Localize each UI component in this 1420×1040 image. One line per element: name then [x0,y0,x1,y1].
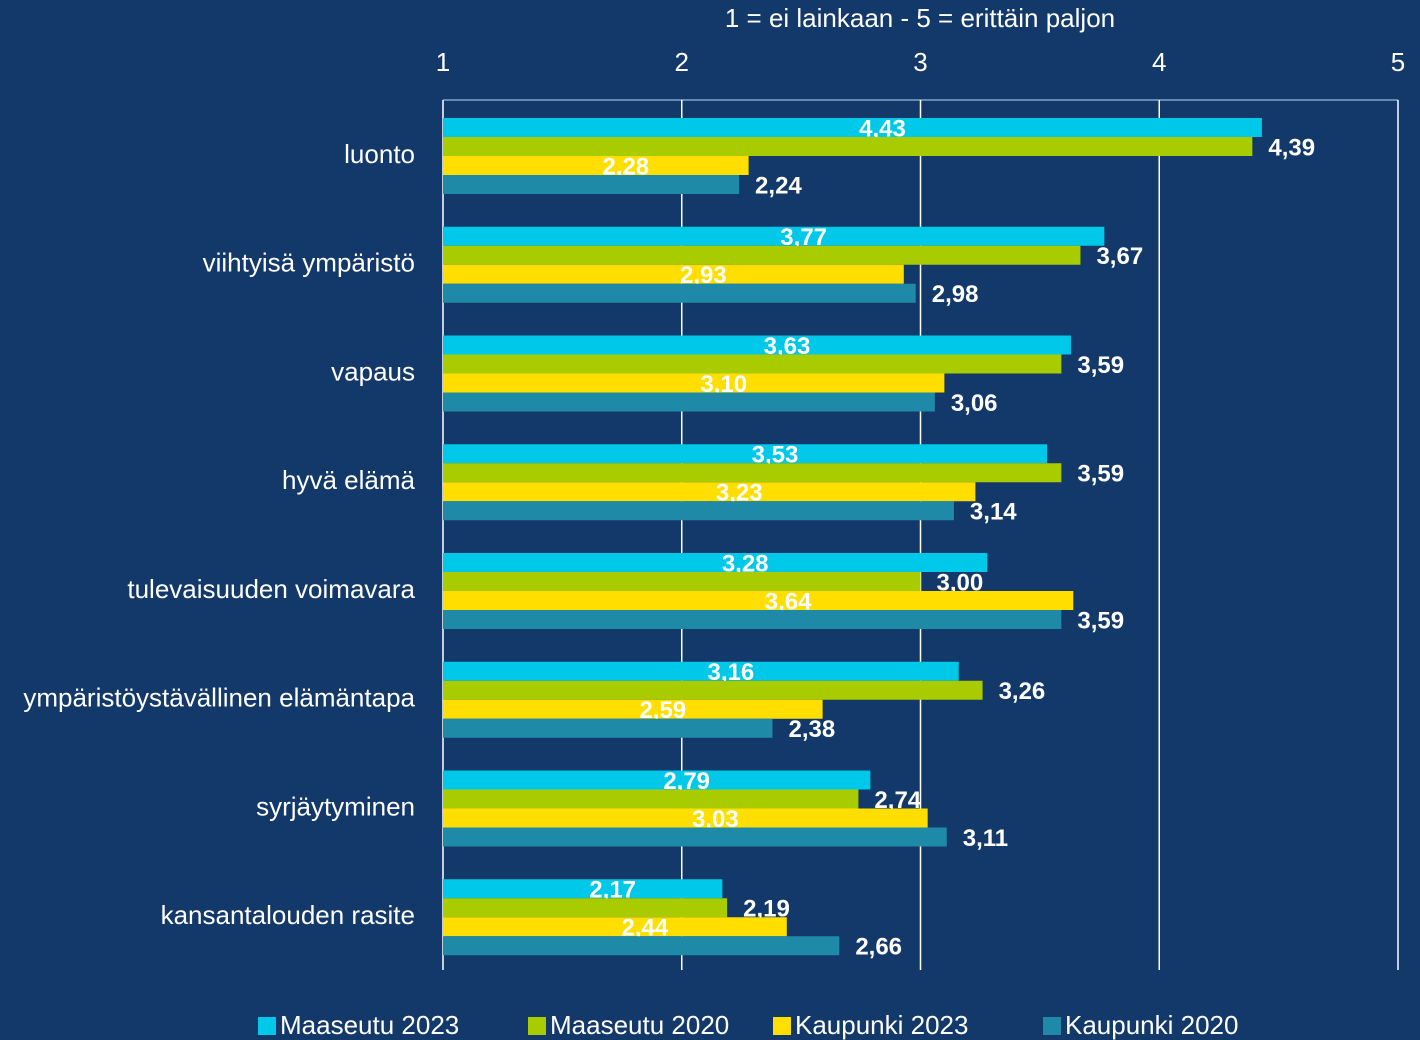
category-label: tulevaisuuden voimavara [127,574,415,604]
value-label: 3,26 [999,678,1046,705]
category-label: kansantalouden rasite [161,900,415,930]
bar [443,572,921,591]
bar [443,264,904,284]
value-label: 3,11 [963,825,1008,852]
value-label: 3,14 [970,499,1017,526]
bar [443,553,988,572]
legend-swatch [528,1017,546,1035]
value-label: 2,38 [788,716,835,743]
bar [443,936,840,956]
bar [443,226,1105,246]
legend-swatch [258,1017,276,1035]
legend-label: Kaupunki 2020 [1065,1010,1238,1040]
category-label: vapaus [331,356,415,386]
bar [443,175,740,194]
bar [443,808,928,828]
x-tick-label: 2 [675,47,689,77]
legend-label: Maaseutu 2023 [280,1010,459,1040]
value-label: 3,06 [951,390,998,417]
value-label: 2,24 [755,172,802,199]
bar [443,156,749,175]
bar [443,354,1062,374]
category-label: syrjäytyminen [256,791,415,821]
x-tick-label: 1 [436,47,450,77]
value-label: 3,67 [1096,243,1143,270]
bar [443,827,947,847]
bar [443,463,1062,483]
value-label: 3,59 [1077,352,1124,379]
bar [443,283,916,303]
category-label: ympäristöystävällinen elämäntapa [23,683,415,713]
category-label: viihtyisä ympäristö [203,248,415,278]
value-label: 3,59 [1077,607,1124,634]
bar [443,373,945,393]
value-label: 2,98 [932,281,979,308]
bar [443,917,787,937]
bar [443,680,983,700]
bar [443,335,1071,355]
value-label: 3,59 [1077,461,1124,488]
bar [443,879,723,899]
bar [443,610,1062,629]
bar [443,444,1048,464]
bar [443,661,959,681]
bar [443,392,935,412]
bar [443,482,976,502]
value-label: 2,66 [855,934,902,961]
x-tick-label: 3 [913,47,927,77]
legend-swatch [773,1017,791,1035]
bar [443,770,871,790]
legend-label: Maaseutu 2020 [550,1010,729,1040]
legend-swatch [1043,1017,1061,1035]
category-label: hyvä elämä [282,465,415,495]
bar [443,137,1253,156]
bar [443,591,1074,610]
legend-label: Kaupunki 2023 [795,1010,968,1040]
bar [443,699,823,719]
bar [443,718,773,738]
x-tick-label: 4 [1152,47,1166,77]
bar [443,898,728,918]
x-axis-label: 1 = ei lainkaan - 5 = erittäin paljon [725,3,1115,33]
value-label: 4,39 [1268,134,1315,161]
bar [443,245,1081,265]
category-label: luonto [344,139,415,169]
bar [443,501,954,521]
x-tick-label: 5 [1391,47,1405,77]
bar [443,118,1262,137]
bar [443,789,859,809]
